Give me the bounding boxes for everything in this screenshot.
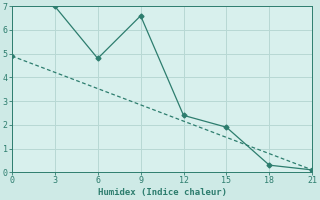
X-axis label: Humidex (Indice chaleur): Humidex (Indice chaleur) (98, 188, 227, 197)
